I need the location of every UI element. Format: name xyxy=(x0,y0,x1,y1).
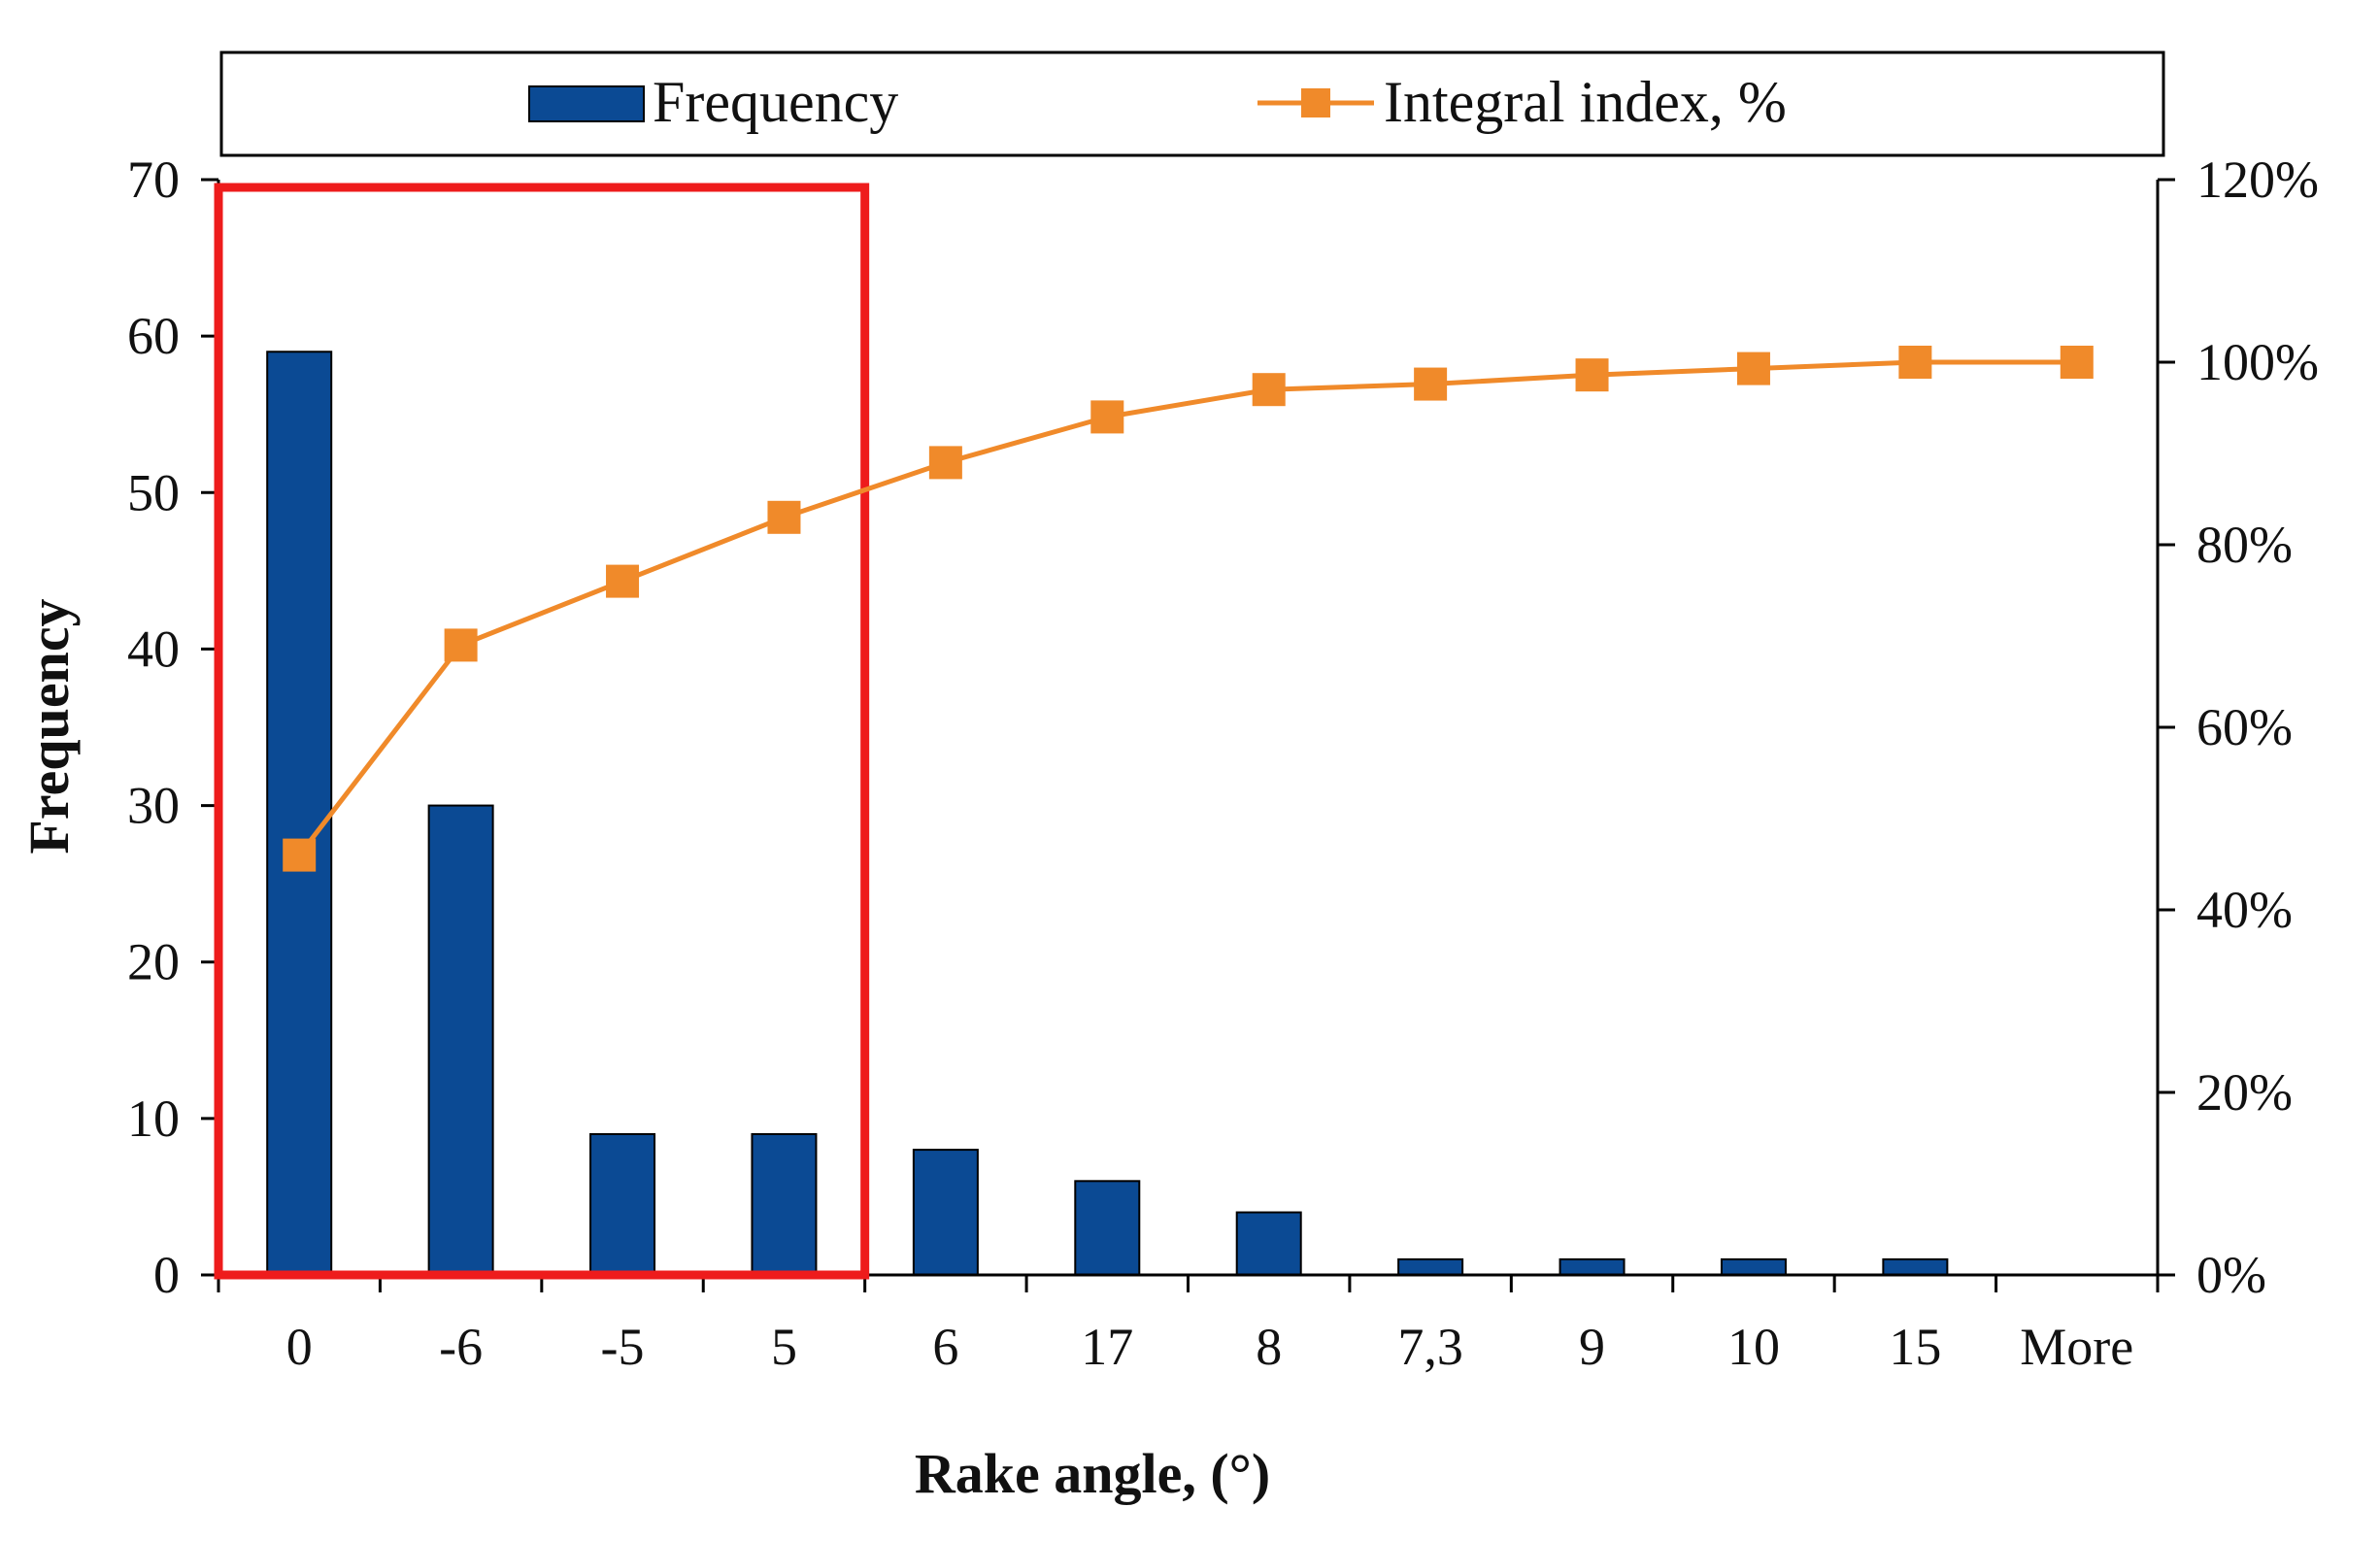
legend-box xyxy=(219,50,2165,157)
legend: Frequency Integral index, % xyxy=(219,50,2165,157)
bar-4 xyxy=(912,1149,979,1276)
integral-index-marker-2 xyxy=(606,564,640,598)
x-tick-label-2: -5 xyxy=(601,1318,645,1376)
y2-tick-label-0: 0% xyxy=(2196,1246,2266,1304)
bar-7 xyxy=(1397,1257,1464,1277)
bar-5 xyxy=(1074,1180,1141,1277)
y2-tick-label-6: 120% xyxy=(2196,151,2319,209)
bar-10 xyxy=(1882,1257,1949,1277)
y2-tick-label-1: 20% xyxy=(2196,1063,2293,1122)
legend-line-label: Integral index, % xyxy=(1384,70,1787,134)
legend-bar-label: Frequency xyxy=(653,70,898,134)
x-tick-label-4: 6 xyxy=(932,1318,958,1376)
bar-0 xyxy=(266,351,333,1276)
plot-area: 0 10 20 30 40 50 60 70 0% 20% 40% 60% 80% 100% 120% 0 -6… xyxy=(127,151,2319,1376)
bar-8 xyxy=(1559,1257,1626,1277)
bar-2 xyxy=(589,1132,656,1276)
integral-index-line xyxy=(297,359,2077,857)
x-tick-label-10: 15 xyxy=(1889,1318,1941,1376)
integral-index-marker-1 xyxy=(444,628,478,662)
integral-index-marker-3 xyxy=(767,500,801,534)
x-tick-label-6: 8 xyxy=(1256,1318,1282,1376)
y-tick-label-3: 30 xyxy=(127,777,180,835)
integral-index-marker-6 xyxy=(1252,373,1286,407)
integral-index-marker-8 xyxy=(1575,358,1609,392)
integral-index-marker-11 xyxy=(2060,346,2094,379)
y-tick-label-4: 40 xyxy=(127,620,180,678)
x-tick-label-7: 7,3 xyxy=(1397,1318,1463,1376)
y-tick-label-7: 70 xyxy=(127,151,180,209)
legend-bar-swatch xyxy=(528,85,645,122)
integral-index-marker-7 xyxy=(1414,367,1448,401)
bar-3 xyxy=(751,1132,818,1276)
bar-9 xyxy=(1720,1257,1787,1277)
x-tick-label-8: 9 xyxy=(1579,1318,1605,1376)
x-tick-label-1: -6 xyxy=(439,1318,483,1376)
x-tick-label-9: 10 xyxy=(1727,1318,1780,1376)
y2-tick-label-4: 80% xyxy=(2196,516,2293,574)
bar-1 xyxy=(427,804,494,1276)
legend-line-marker xyxy=(1301,88,1330,117)
y-axis-title: Frequency xyxy=(17,598,81,854)
x-tick-label-5: 17 xyxy=(1081,1318,1133,1376)
y-tick-label-5: 50 xyxy=(127,463,180,521)
integral-index-marker-4 xyxy=(928,446,962,480)
integral-index-marker-9 xyxy=(1736,352,1770,385)
integral-index-marker-0 xyxy=(283,838,317,872)
x-axis-title: Rake angle, (°) xyxy=(915,1442,1270,1505)
y2-tick-label-3: 60% xyxy=(2196,698,2293,756)
x-tick-label-0: 0 xyxy=(286,1318,313,1376)
bar-6 xyxy=(1235,1211,1302,1276)
y-tick-label-1: 10 xyxy=(127,1089,180,1148)
integral-index-marker-5 xyxy=(1090,400,1124,434)
highlight-rectangle xyxy=(214,183,870,1280)
y-tick-label-2: 20 xyxy=(127,933,180,991)
y-tick-label-0: 0 xyxy=(153,1246,180,1304)
y2-tick-label-5: 100% xyxy=(2196,333,2319,391)
x-tick-label-11: More xyxy=(2020,1318,2133,1376)
y2-tick-label-2: 40% xyxy=(2196,881,2293,939)
y-tick-label-6: 60 xyxy=(127,307,180,365)
integral-index-marker-10 xyxy=(1898,346,1932,379)
x-tick-label-3: 5 xyxy=(771,1318,797,1376)
